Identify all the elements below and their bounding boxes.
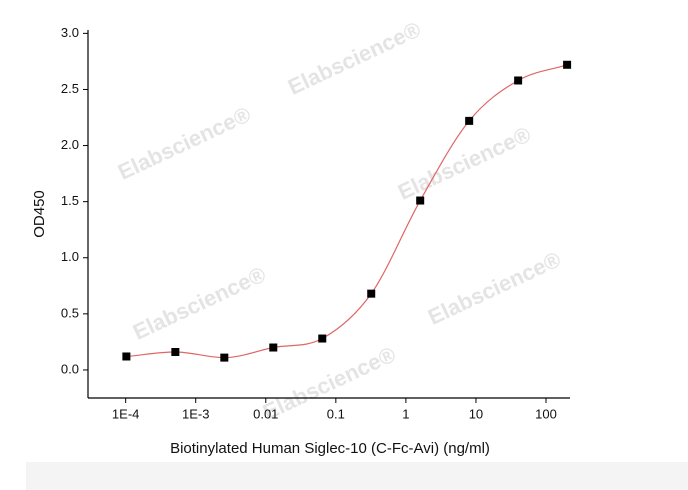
data-point [465, 116, 474, 125]
y-tick-label: 0.0 [61, 361, 79, 376]
y-tick-label: 1.0 [61, 249, 79, 264]
y-tick-label: 1.5 [61, 193, 79, 208]
x-tick-label: 1 [402, 406, 409, 421]
x-tick-label: 10 [469, 406, 483, 421]
x-tick-label: 1E-3 [182, 406, 209, 421]
fit-curve [126, 64, 568, 359]
data-point [318, 334, 327, 343]
y-tick-label: 0.5 [61, 305, 79, 320]
y-tick-label: 2.5 [61, 81, 79, 96]
data-point [171, 348, 180, 356]
y-axis-title: OD450 [31, 190, 48, 238]
x-axis-title: Biotinylated Human Siglec-10 (C-Fc-Avi) … [170, 440, 490, 457]
data-point [269, 343, 278, 352]
y-tick-label: 3.0 [61, 25, 79, 40]
x-tick-label: 1E-4 [112, 406, 139, 421]
data-point [122, 352, 131, 361]
data-point [220, 353, 229, 362]
y-tick-label: 2.0 [61, 137, 79, 152]
x-tick-label: 0.01 [253, 406, 278, 421]
data-point [514, 76, 523, 85]
data-point [563, 60, 572, 69]
footer-band [26, 462, 688, 490]
data-point [416, 196, 425, 205]
data-point [367, 289, 376, 298]
x-tick-label: 0.1 [327, 406, 345, 421]
x-tick-label: 100 [535, 406, 557, 421]
